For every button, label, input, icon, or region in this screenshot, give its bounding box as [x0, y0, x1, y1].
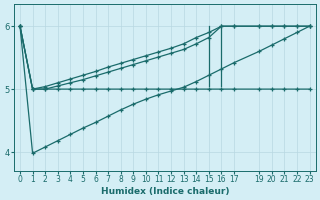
X-axis label: Humidex (Indice chaleur): Humidex (Indice chaleur)	[100, 187, 229, 196]
